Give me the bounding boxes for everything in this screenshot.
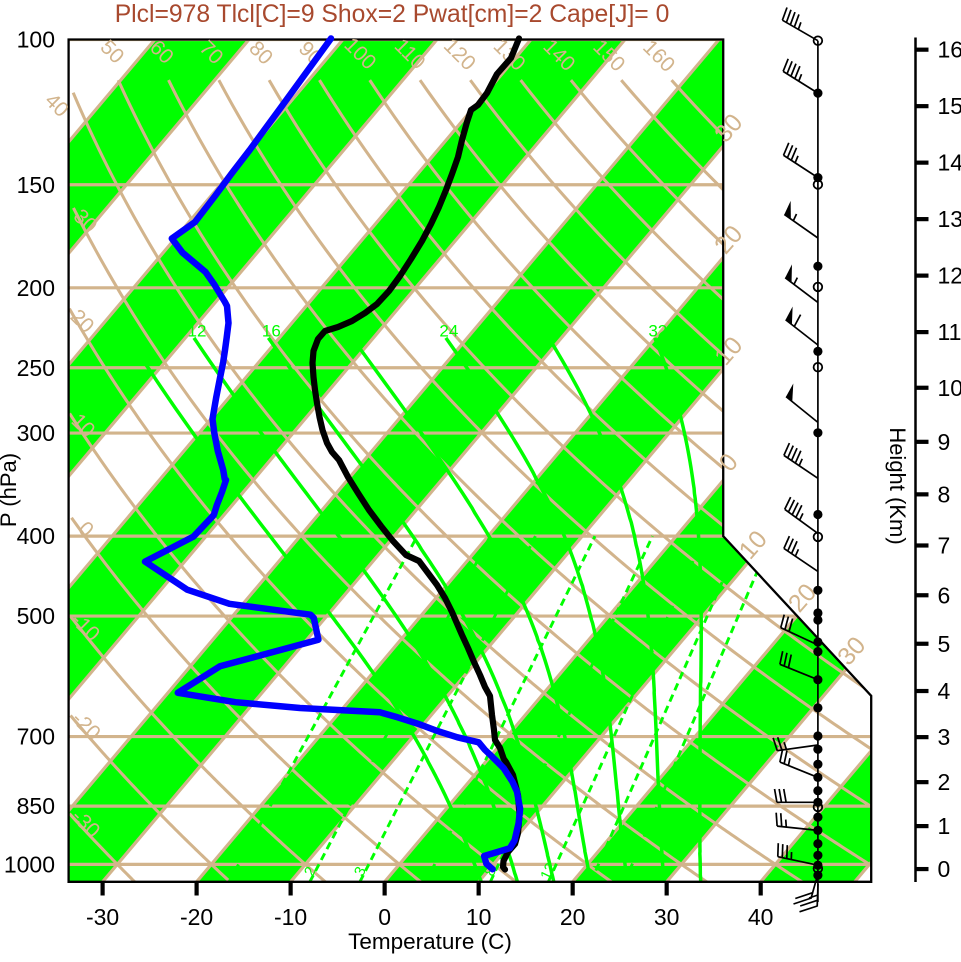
svg-text:14: 14 — [938, 150, 961, 176]
svg-text:0: 0 — [378, 904, 391, 930]
svg-text:7: 7 — [938, 532, 951, 558]
svg-text:P (hPa): P (hPa) — [0, 453, 21, 527]
svg-text:300: 300 — [17, 420, 55, 446]
svg-text:100: 100 — [17, 27, 55, 53]
svg-text:12: 12 — [188, 321, 207, 340]
svg-text:8: 8 — [938, 481, 951, 507]
svg-text:150: 150 — [17, 172, 55, 198]
svg-text:5: 5 — [938, 631, 951, 657]
svg-text:850: 850 — [17, 793, 55, 819]
svg-text:13: 13 — [938, 206, 961, 232]
svg-text:1: 1 — [938, 813, 951, 839]
svg-text:0: 0 — [938, 856, 951, 882]
svg-text:12: 12 — [938, 263, 961, 289]
svg-text:1000: 1000 — [4, 851, 55, 877]
svg-text:16: 16 — [938, 37, 961, 63]
svg-text:10: 10 — [938, 375, 961, 401]
svg-text:Plcl=978 Tlcl[C]=9 Shox=2 Pwat: Plcl=978 Tlcl[C]=9 Shox=2 Pwat[cm]=2 Cap… — [115, 1, 670, 28]
svg-text:400: 400 — [17, 523, 55, 549]
svg-text:500: 500 — [17, 603, 55, 629]
svg-text:700: 700 — [17, 724, 55, 750]
svg-text:-30: -30 — [86, 904, 119, 930]
svg-text:6: 6 — [938, 582, 951, 608]
svg-text:-10: -10 — [274, 904, 307, 930]
svg-text:15: 15 — [938, 93, 961, 119]
svg-text:250: 250 — [17, 355, 55, 381]
svg-text:16: 16 — [262, 321, 281, 340]
svg-text:3: 3 — [938, 724, 951, 750]
svg-text:30: 30 — [654, 904, 680, 930]
svg-text:-20: -20 — [180, 904, 213, 930]
svg-text:2: 2 — [938, 769, 951, 795]
svg-text:11: 11 — [938, 319, 961, 345]
svg-text:20: 20 — [560, 904, 586, 930]
svg-text:Height (Km): Height (Km) — [885, 427, 910, 544]
svg-text:9: 9 — [938, 429, 951, 455]
svg-text:200: 200 — [17, 275, 55, 301]
svg-text:4: 4 — [938, 678, 951, 704]
svg-text:32: 32 — [648, 321, 667, 340]
svg-text:10: 10 — [466, 904, 492, 930]
svg-text:24: 24 — [439, 321, 458, 340]
svg-text:Temperature (C): Temperature (C) — [348, 929, 512, 954]
svg-text:40: 40 — [748, 904, 774, 930]
